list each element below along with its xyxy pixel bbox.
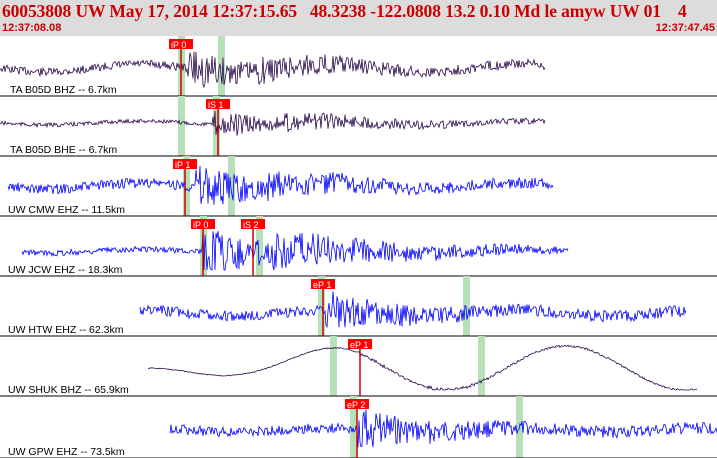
channel-panel: eP 1 UW HTW EHZ -- 62.3km (0, 276, 717, 337)
channel-panel: eP 2 UW GPW EHZ -- 73.5km (0, 396, 717, 458)
pick-window-highlight (478, 336, 485, 396)
pick-label-box[interactable] (191, 219, 215, 229)
channel-label: UW HTW EHZ -- 62.3km (8, 324, 124, 336)
pick-window-highlight (463, 276, 470, 336)
channel-label: TA B05D BHZ -- 6.7km (10, 84, 117, 96)
window-end-time: 12:37:47.45 (655, 22, 715, 34)
pick-label: iP 0 (193, 220, 208, 230)
pick-label: iP 1 (175, 160, 190, 170)
channel-panel: iP 0 TA B05D BHZ -- 6.7km (0, 36, 717, 97)
pick-label: eP 1 (350, 340, 368, 350)
pick-window-highlight (330, 336, 337, 396)
pick-label: iS 2 (243, 220, 259, 230)
channel-label: UW GPW EHZ -- 73.5km (8, 446, 125, 458)
pick-label-box[interactable] (173, 159, 197, 169)
channel-panel: iP 1 UW CMW EHZ -- 11.5km (0, 156, 717, 217)
waveform-trace (139, 291, 687, 328)
pick-label-box[interactable] (348, 339, 372, 349)
pick-label-box[interactable] (169, 39, 193, 49)
channel-label: UW JCW EHZ -- 18.3km (8, 264, 123, 276)
pick-window-highlight (350, 396, 357, 458)
pick-window-highlight (183, 156, 190, 216)
pick-label-box[interactable] (311, 279, 335, 289)
pick-label-box[interactable] (206, 99, 230, 109)
pick-window-highlight (213, 96, 220, 156)
pick-window-highlight (178, 96, 185, 156)
waveform-trace (0, 51, 546, 89)
channel-label: UW SHUK BHZ -- 65.9km (8, 384, 129, 396)
pick-window-highlight (318, 276, 325, 336)
channel-panel: iS 1 TA B05D BHE -- 6.7km (0, 96, 717, 157)
channel-panel: eP 1 UW SHUK BHZ -- 65.9km (0, 336, 717, 397)
window-start-time: 12:37:08.08 (2, 22, 62, 34)
waveform-trace (7, 165, 554, 205)
pick-label-box[interactable] (345, 399, 369, 409)
pick-label: eP 1 (313, 280, 331, 290)
waveform-trace (147, 344, 698, 391)
waveform-trace (169, 409, 717, 448)
pick-label: iP 0 (171, 40, 186, 50)
channel-panel: iP 0 iS 2 UW JCW EHZ -- 18.3km (0, 216, 717, 277)
event-title: 60053808 UW May 17, 2014 12:37:15.65 48.… (2, 1, 687, 21)
waveform-trace (21, 230, 569, 271)
pick-label-box[interactable] (241, 219, 265, 229)
seismogram-panel: iP 0 TA B05D BHZ -- 6.7km iS 1 TA B05D BHE … (0, 36, 717, 458)
event-header: 60053808 UW May 17, 2014 12:37:15.65 48.… (0, 0, 717, 36)
channel-label: TA B05D BHE -- 6.7km (10, 144, 117, 156)
waveform-trace (0, 110, 546, 136)
pick-window-highlight (256, 216, 263, 276)
channel-label: UW CMW EHZ -- 11.5km (8, 204, 125, 216)
pick-window-highlight (228, 156, 235, 216)
pick-label: eP 2 (347, 400, 365, 410)
pick-label: iS 1 (208, 100, 224, 110)
pick-window-highlight (218, 36, 225, 96)
